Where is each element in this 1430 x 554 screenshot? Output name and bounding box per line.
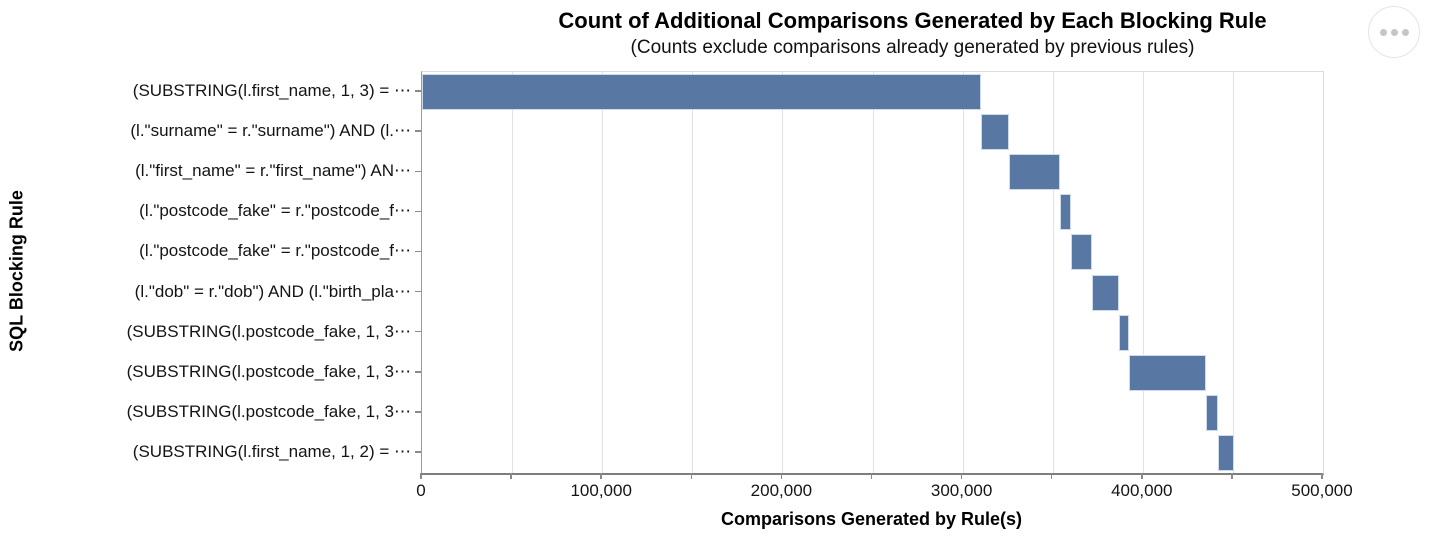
y-axis-tick bbox=[415, 130, 421, 132]
x-axis-tick bbox=[510, 473, 512, 479]
ellipsis-icon bbox=[1390, 28, 1398, 36]
y-axis-tick bbox=[415, 210, 421, 213]
y-axis-label: (l."postcode_fake" = r."postcode_f⋯ bbox=[139, 241, 411, 261]
y-axis-label: (l."first_name" = r."first_name") AN⋯ bbox=[135, 161, 411, 181]
y-axis-tick bbox=[415, 330, 421, 333]
waterfall-bar bbox=[1059, 194, 1071, 231]
y-axis-label: (SUBSTRING(l.postcode_fake, 1, 3⋯ bbox=[126, 401, 411, 421]
waterfall-bar bbox=[422, 74, 981, 111]
x-axis-tick-label: 0 bbox=[416, 481, 426, 500]
y-axis-ticks bbox=[415, 71, 421, 472]
x-axis-tick bbox=[870, 473, 873, 479]
x-axis-ticks bbox=[420, 473, 1323, 480]
y-axis-labels: (SUBSTRING(l.first_name, 1, 3) = ⋯ (l."su… bbox=[0, 71, 411, 472]
y-axis-tick bbox=[415, 371, 421, 373]
waterfall-bar bbox=[1092, 274, 1120, 311]
waterfall-bar bbox=[980, 114, 1010, 151]
x-axis-tick-label: 300,000 bbox=[930, 481, 993, 500]
x-axis-tick bbox=[1321, 473, 1323, 479]
chart-subtitle: (Counts exclude comparisons already gene… bbox=[630, 37, 1195, 58]
x-axis-tick bbox=[1231, 473, 1233, 479]
chart-options-button[interactable] bbox=[1368, 6, 1420, 58]
ellipsis-icon bbox=[1379, 28, 1387, 36]
x-axis-tick bbox=[780, 473, 783, 479]
gridline bbox=[692, 72, 694, 473]
gridline bbox=[1142, 72, 1144, 473]
gridline bbox=[1052, 72, 1054, 473]
y-axis-tick bbox=[415, 90, 421, 92]
gridline bbox=[602, 72, 604, 473]
y-axis-tick bbox=[415, 290, 421, 293]
waterfall-bar bbox=[1070, 234, 1093, 271]
waterfall-bar bbox=[1218, 434, 1234, 471]
x-axis-tick bbox=[1050, 473, 1053, 479]
waterfall-bar bbox=[1119, 314, 1130, 351]
y-axis-label: (l."postcode_fake" = r."postcode_f⋯ bbox=[139, 201, 411, 221]
chart-title: Count of Additional Comparisons Generate… bbox=[558, 8, 1267, 33]
waterfall-bar bbox=[1009, 154, 1060, 191]
gridline bbox=[512, 72, 514, 473]
x-axis-tick-labels: 0 100,000 200,000 300,000 400,000 500,000 bbox=[416, 481, 1352, 503]
x-axis-tick-label: 200,000 bbox=[750, 481, 813, 500]
y-axis-label: (SUBSTRING(l.first_name, 1, 2) = ⋯ bbox=[132, 441, 411, 461]
y-axis-tick bbox=[415, 451, 421, 453]
x-axis-tick-label: 100,000 bbox=[570, 481, 632, 500]
x-axis-tick bbox=[1141, 473, 1143, 479]
y-axis-label: (l."dob" = r."dob") AND (l."birth_pla⋯ bbox=[134, 281, 411, 301]
plot-area bbox=[421, 71, 1324, 475]
y-axis-tick bbox=[415, 250, 421, 253]
y-axis-label: (SUBSTRING(l.postcode_fake, 1, 3⋯ bbox=[126, 361, 411, 381]
gridline bbox=[1232, 72, 1234, 473]
y-axis-label: (l."surname" = r."surname") AND (l.⋯ bbox=[130, 121, 411, 141]
waterfall-bar bbox=[1129, 354, 1206, 391]
x-axis-tick bbox=[420, 473, 422, 479]
x-axis-tick-label: 400,000 bbox=[1111, 481, 1173, 500]
gridline bbox=[782, 72, 784, 473]
waterfall-bar bbox=[1205, 394, 1219, 431]
x-axis-tick bbox=[600, 473, 602, 479]
y-axis-label: (SUBSTRING(l.first_name, 1, 3) = ⋯ bbox=[132, 81, 411, 100]
gridline bbox=[962, 72, 964, 473]
x-axis-tick bbox=[690, 473, 693, 479]
y-axis-tick bbox=[415, 411, 421, 413]
ellipsis-icon bbox=[1401, 28, 1409, 36]
gridline bbox=[872, 72, 874, 473]
x-axis-title: Comparisons Generated by Rule(s) bbox=[720, 509, 1023, 529]
y-axis-label: (SUBSTRING(l.postcode_fake, 1, 3⋯ bbox=[126, 321, 411, 341]
y-axis-tick bbox=[415, 170, 421, 172]
x-axis-tick bbox=[960, 473, 963, 479]
x-axis-tick-label: 500,000 bbox=[1291, 481, 1353, 500]
